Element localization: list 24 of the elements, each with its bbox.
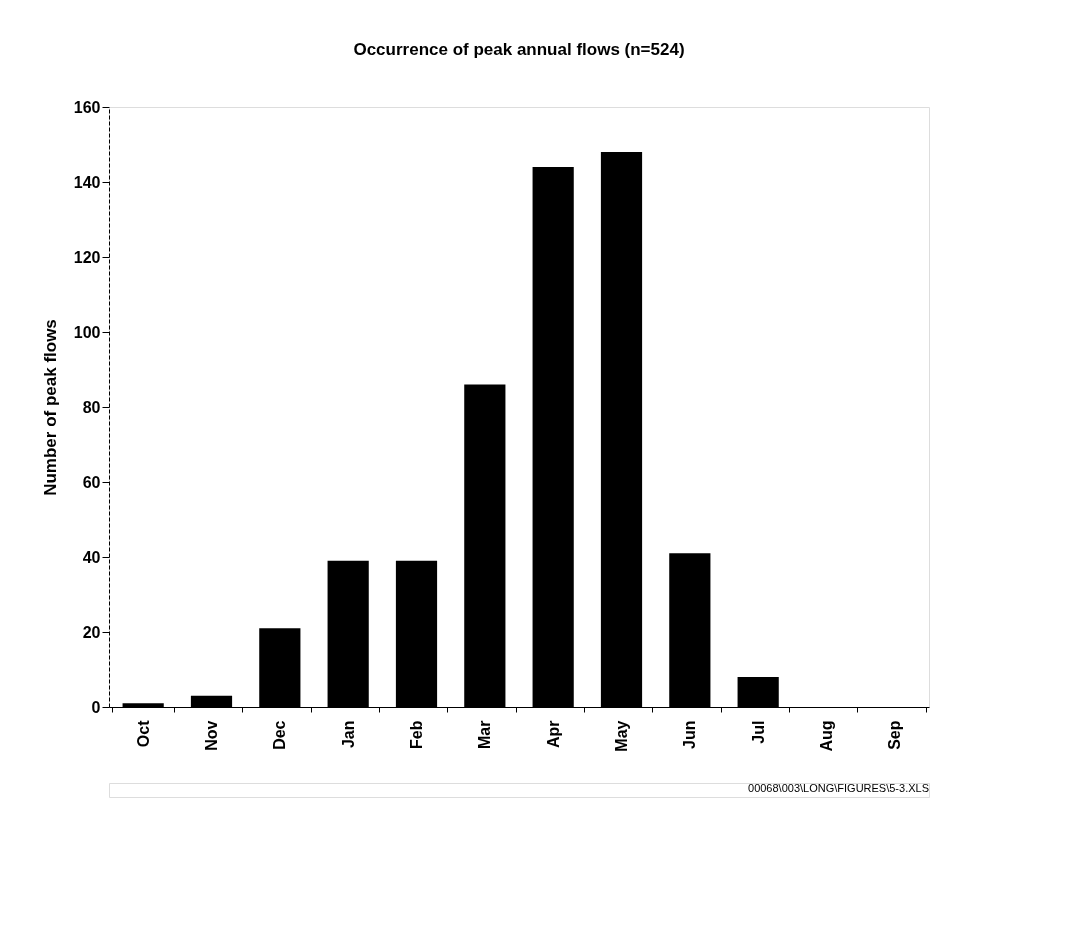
x-tick-label: May xyxy=(613,720,630,752)
y-tick-label: 160 xyxy=(73,98,101,116)
x-tick-label: Jul xyxy=(749,720,767,744)
x-tick-label: Aug xyxy=(818,720,835,752)
x-tick-label: Jan xyxy=(339,720,357,749)
text: 00068\003\LONG\FIGURES\5-3.XLS xyxy=(748,782,929,794)
x-tick-label: Sep xyxy=(886,720,904,750)
y-tick-label: 40 xyxy=(82,548,101,566)
chart-title: Occurrence of peak annual flows (n=524) xyxy=(353,40,685,59)
x-tick-label: Mar xyxy=(476,720,494,749)
x-tick-label: Feb xyxy=(408,720,425,749)
y-tick-label: 120 xyxy=(73,248,101,266)
y-axis-title: Number of peak flows xyxy=(40,319,60,496)
y-tick-label: 80 xyxy=(82,398,101,416)
x-tick-label: Jun xyxy=(681,720,699,749)
x-tick-label: Dec xyxy=(271,720,289,750)
x-tick-label: Apr xyxy=(544,720,562,749)
y-tick-label: 20 xyxy=(82,623,101,641)
x-tick-label: Nov xyxy=(203,720,220,751)
y-tick-label: 60 xyxy=(82,473,101,491)
x-tick-label: Oct xyxy=(134,719,152,748)
y-tick-label: 100 xyxy=(73,323,101,341)
y-tick-label: 140 xyxy=(73,173,101,191)
y-tick-label: 0 xyxy=(91,698,101,716)
